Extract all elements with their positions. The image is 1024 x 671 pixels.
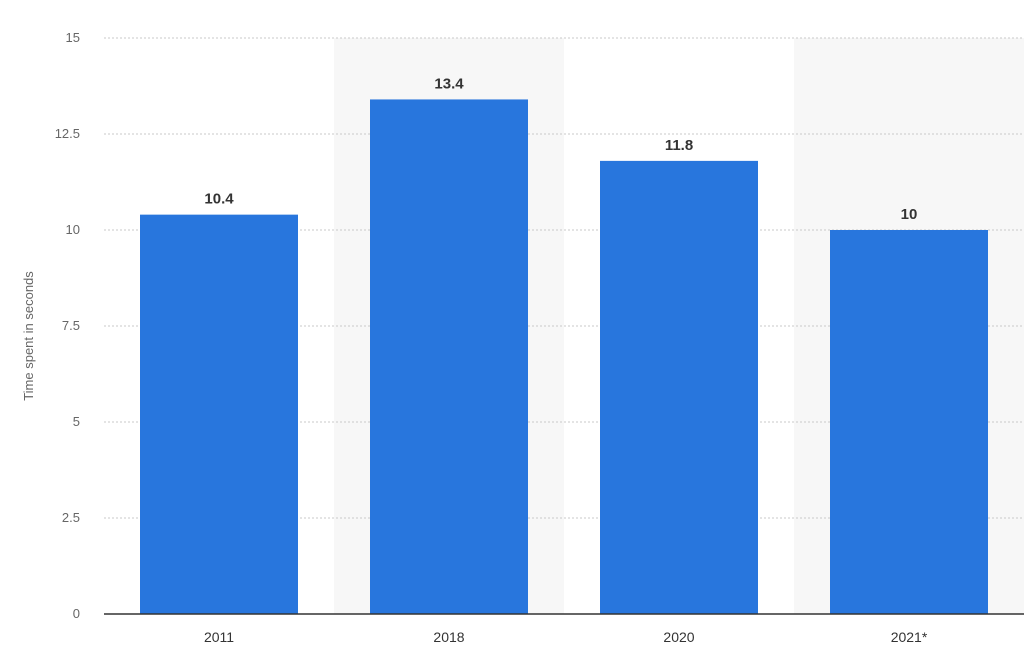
y-tick-label: 2.5	[62, 510, 80, 525]
data-label: 10.4	[204, 191, 234, 208]
bar	[140, 214, 298, 614]
y-tick-label: 5	[73, 414, 80, 429]
y-axis-title: Time spent in seconds	[21, 271, 36, 401]
bars	[140, 99, 988, 614]
x-tick-label: 2020	[663, 629, 694, 645]
x-tick-label: 2018	[433, 629, 464, 645]
bar	[370, 99, 528, 614]
x-tick-label: 2011	[204, 629, 234, 645]
y-tick-label: 0	[73, 606, 80, 621]
data-label: 10	[901, 206, 918, 223]
y-axis-ticks: 0 2.5 5 7.5 10 12.5 15	[55, 30, 80, 621]
data-label: 13.4	[434, 75, 464, 92]
data-label: 11.8	[665, 137, 693, 154]
x-tick-label: 2021*	[891, 629, 928, 645]
y-tick-label: 15	[66, 30, 80, 45]
x-axis-labels: 2011 2018 2020 2021*	[204, 629, 928, 645]
bar	[600, 160, 758, 614]
bar	[830, 230, 988, 614]
y-tick-label: 10	[66, 222, 80, 237]
data-labels: 10.4 13.4 11.8 10	[204, 75, 917, 223]
y-tick-label: 7.5	[62, 318, 80, 333]
y-tick-label: 12.5	[55, 126, 80, 141]
